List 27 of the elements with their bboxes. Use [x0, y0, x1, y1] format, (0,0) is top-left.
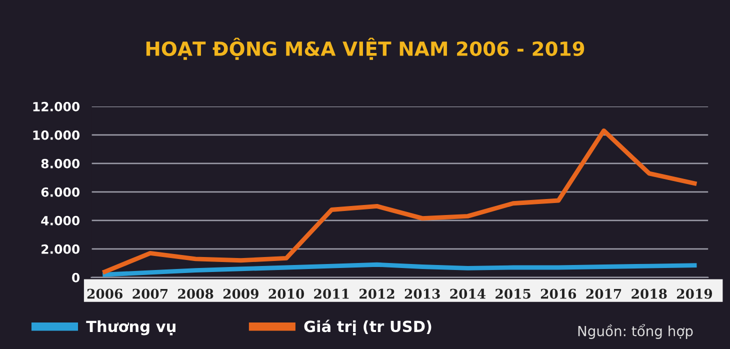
x-tick-label: 2018: [632, 288, 667, 299]
x-tick-label: 2017: [586, 288, 622, 299]
x-tick-label: 2019: [677, 288, 712, 299]
x-tick-label: 2012: [360, 288, 394, 299]
x-tick-label: 2009: [223, 288, 258, 299]
y-tick-label: 6.000: [41, 187, 80, 197]
line-series: [102, 262, 697, 277]
x-tick-label: 2010: [268, 288, 304, 299]
x-tick-label: 2006: [87, 288, 123, 299]
chart-title: HOẠT ĐỘNG M&A VIỆT NAM 2006 - 2019: [146, 38, 584, 60]
x-tick-label: 2011: [314, 288, 349, 299]
y-tick-label: 8.000: [41, 158, 80, 168]
x-tick-label: 2016: [540, 288, 576, 299]
y-tick-label: 12.000: [33, 102, 80, 112]
line-series: [102, 128, 697, 274]
legend-label: Giá trị (tr USD): [304, 320, 432, 336]
x-tick-label: 2007: [132, 288, 168, 299]
x-tick-label: 2014: [450, 288, 486, 299]
y-tick-label: 4.000: [41, 216, 80, 226]
x-tick-label: 2008: [178, 288, 214, 299]
x-tick-label: 2015: [496, 288, 530, 299]
y-tick-label: 0: [72, 272, 80, 282]
legend-label: Thương vụ: [86, 320, 176, 336]
y-tick-label: 2.000: [42, 244, 80, 254]
text: Nguồn: tổng hợp: [578, 324, 693, 339]
x-tick-label: 2013: [404, 288, 440, 299]
y-tick-label: 10.000: [33, 130, 80, 140]
